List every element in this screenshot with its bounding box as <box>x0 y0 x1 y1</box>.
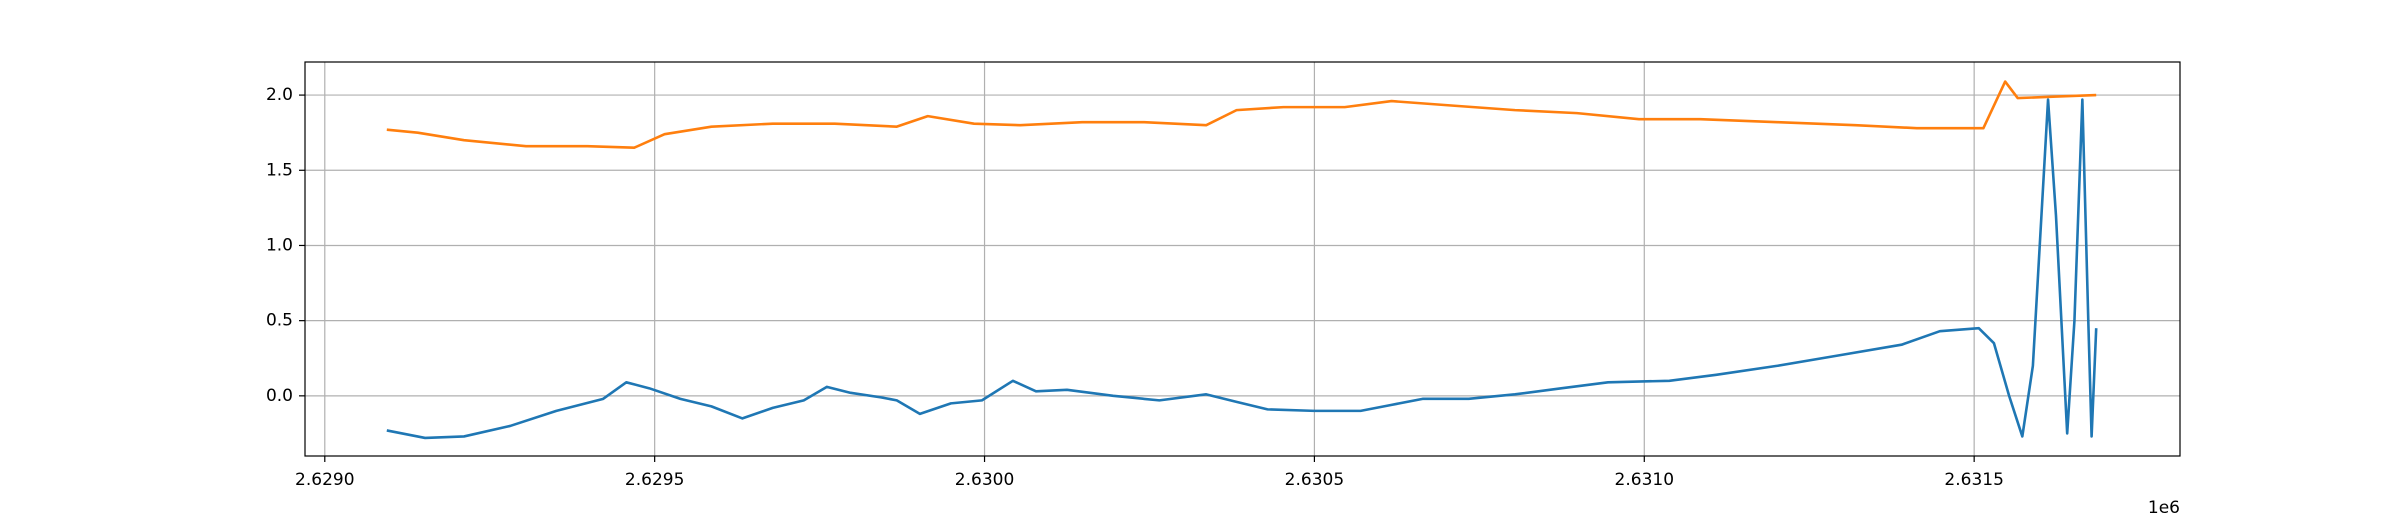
x-offset-label: 1e6 <box>2148 498 2180 518</box>
x-tick-label: 2.6290 <box>295 470 354 490</box>
y-tick-label: 0.5 <box>266 311 293 331</box>
data-line <box>386 98 2098 440</box>
y-tick-label: 1.5 <box>266 160 293 180</box>
x-tick-label: 2.6310 <box>1615 470 1674 490</box>
x-tick-label: 2.6315 <box>1944 470 2003 490</box>
y-tick-label: 2.0 <box>266 85 293 105</box>
x-tick-label: 2.6300 <box>955 470 1014 490</box>
x-tick-label: 2.6295 <box>625 470 684 490</box>
y-tick-label: 0.0 <box>266 386 293 406</box>
plot-frame <box>304 61 2181 457</box>
x-tick-label: 2.6305 <box>1285 470 1344 490</box>
data-line <box>386 80 2097 150</box>
y-tick-label: 1.0 <box>266 235 293 255</box>
